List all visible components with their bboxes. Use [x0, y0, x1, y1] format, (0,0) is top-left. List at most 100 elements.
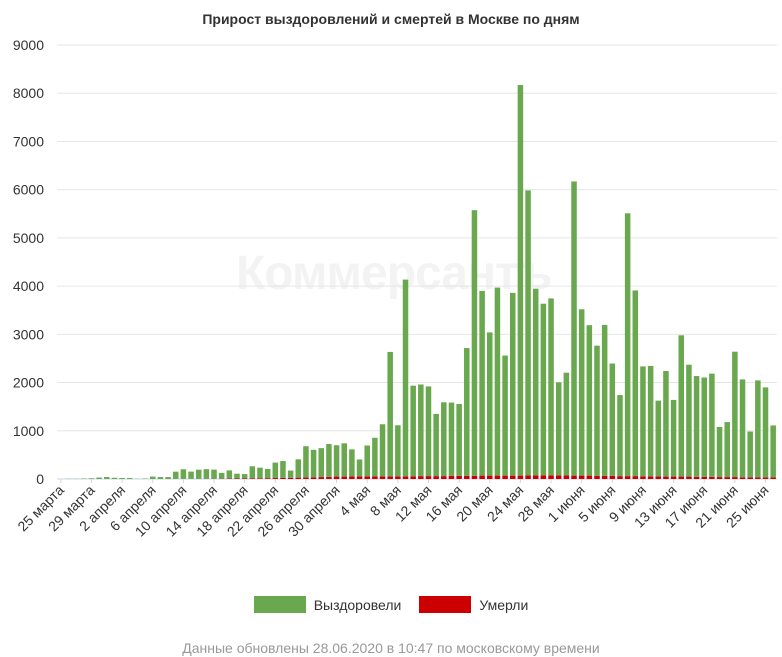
- bar-deaths[interactable]: [632, 476, 639, 479]
- bar-recovered[interactable]: [724, 422, 730, 478]
- bar-deaths[interactable]: [540, 475, 547, 479]
- bar-recovered[interactable]: [418, 384, 424, 477]
- bar-recovered[interactable]: [119, 478, 125, 479]
- bar-deaths[interactable]: [747, 477, 753, 479]
- bar-recovered[interactable]: [195, 469, 202, 479]
- bar-recovered[interactable]: [180, 469, 187, 479]
- bar-deaths[interactable]: [402, 476, 409, 479]
- bar-deaths[interactable]: [310, 477, 317, 479]
- bar-deaths[interactable]: [555, 475, 562, 479]
- bar-recovered[interactable]: [762, 387, 769, 478]
- bar-deaths[interactable]: [563, 475, 570, 479]
- bar-recovered[interactable]: [686, 364, 692, 477]
- bar-deaths[interactable]: [525, 475, 531, 479]
- bar-recovered[interactable]: [387, 351, 393, 477]
- bar-deaths[interactable]: [487, 475, 493, 479]
- bar-deaths[interactable]: [379, 476, 386, 479]
- bar-recovered[interactable]: [678, 335, 685, 477]
- bar-recovered[interactable]: [410, 385, 416, 477]
- bar-deaths[interactable]: [594, 475, 600, 479]
- bar-recovered[interactable]: [264, 469, 271, 479]
- bar-recovered[interactable]: [272, 462, 279, 479]
- bar-recovered[interactable]: [218, 472, 225, 479]
- bar-recovered[interactable]: [241, 474, 248, 479]
- bar-recovered[interactable]: [127, 478, 133, 479]
- bar-deaths[interactable]: [464, 475, 470, 479]
- bar-recovered[interactable]: [494, 287, 501, 476]
- bar-recovered[interactable]: [716, 426, 723, 478]
- bar-recovered[interactable]: [487, 332, 493, 476]
- bar-recovered[interactable]: [402, 279, 409, 477]
- bar-recovered[interactable]: [149, 476, 156, 479]
- bar-deaths[interactable]: [471, 475, 478, 479]
- bar-recovered[interactable]: [601, 324, 608, 476]
- bar-recovered[interactable]: [287, 470, 294, 478]
- bar-deaths[interactable]: [364, 476, 370, 479]
- bar-deaths[interactable]: [456, 475, 462, 479]
- bar-deaths[interactable]: [272, 478, 279, 479]
- bar-deaths[interactable]: [318, 477, 325, 479]
- bar-recovered[interactable]: [709, 373, 715, 477]
- bar-deaths[interactable]: [479, 475, 485, 479]
- bar-recovered[interactable]: [88, 478, 95, 479]
- bar-deaths[interactable]: [686, 476, 692, 479]
- bar-recovered[interactable]: [310, 449, 317, 478]
- bar-recovered[interactable]: [165, 477, 171, 479]
- bar-deaths[interactable]: [356, 476, 363, 479]
- bar-deaths[interactable]: [303, 477, 309, 479]
- bar-recovered[interactable]: [578, 309, 585, 476]
- bar-recovered[interactable]: [640, 366, 646, 477]
- bar-recovered[interactable]: [525, 190, 531, 476]
- bar-recovered[interactable]: [456, 404, 462, 476]
- bar-deaths[interactable]: [494, 475, 501, 479]
- bar-recovered[interactable]: [280, 461, 286, 478]
- bar-recovered[interactable]: [356, 459, 363, 477]
- bar-recovered[interactable]: [349, 449, 355, 477]
- bar-recovered[interactable]: [502, 355, 508, 476]
- bar-deaths[interactable]: [425, 476, 432, 479]
- bar-deaths[interactable]: [341, 476, 347, 479]
- bar-recovered[interactable]: [326, 444, 332, 477]
- bar-recovered[interactable]: [509, 292, 516, 476]
- bar-recovered[interactable]: [586, 325, 593, 476]
- bar-recovered[interactable]: [433, 413, 439, 477]
- bar-deaths[interactable]: [410, 476, 416, 479]
- bar-recovered[interactable]: [663, 370, 669, 477]
- bar-recovered[interactable]: [372, 437, 378, 477]
- bar-recovered[interactable]: [257, 467, 263, 479]
- bar-deaths[interactable]: [640, 476, 646, 479]
- bar-recovered[interactable]: [318, 448, 325, 478]
- bar-deaths[interactable]: [617, 476, 623, 479]
- bar-recovered[interactable]: [157, 477, 164, 479]
- bar-deaths[interactable]: [532, 475, 539, 479]
- bar-recovered[interactable]: [739, 379, 746, 478]
- bar-recovered[interactable]: [632, 290, 639, 477]
- bar-recovered[interactable]: [364, 445, 370, 477]
- bar-deaths[interactable]: [349, 476, 355, 479]
- bar-recovered[interactable]: [96, 477, 102, 479]
- bar-recovered[interactable]: [755, 380, 761, 478]
- bar-recovered[interactable]: [111, 477, 118, 479]
- bar-recovered[interactable]: [295, 459, 302, 478]
- bar-recovered[interactable]: [203, 469, 210, 479]
- bar-deaths[interactable]: [609, 475, 616, 479]
- bar-recovered[interactable]: [532, 288, 539, 476]
- bar-deaths[interactable]: [418, 476, 424, 479]
- bar-deaths[interactable]: [517, 475, 524, 479]
- bar-recovered[interactable]: [617, 395, 623, 477]
- bar-deaths[interactable]: [655, 476, 662, 479]
- bar-deaths[interactable]: [441, 476, 447, 479]
- bar-recovered[interactable]: [448, 402, 455, 476]
- bar-deaths[interactable]: [326, 476, 332, 479]
- bar-deaths[interactable]: [724, 477, 730, 479]
- bar-deaths[interactable]: [241, 478, 248, 479]
- bar-recovered[interactable]: [563, 372, 570, 476]
- bar-deaths[interactable]: [624, 476, 631, 479]
- bar-recovered[interactable]: [594, 345, 600, 476]
- bar-recovered[interactable]: [747, 431, 753, 478]
- bar-deaths[interactable]: [678, 476, 685, 479]
- bar-recovered[interactable]: [732, 351, 738, 478]
- bar-recovered[interactable]: [555, 382, 562, 476]
- bar-recovered[interactable]: [571, 181, 577, 476]
- bar-deaths[interactable]: [663, 476, 669, 479]
